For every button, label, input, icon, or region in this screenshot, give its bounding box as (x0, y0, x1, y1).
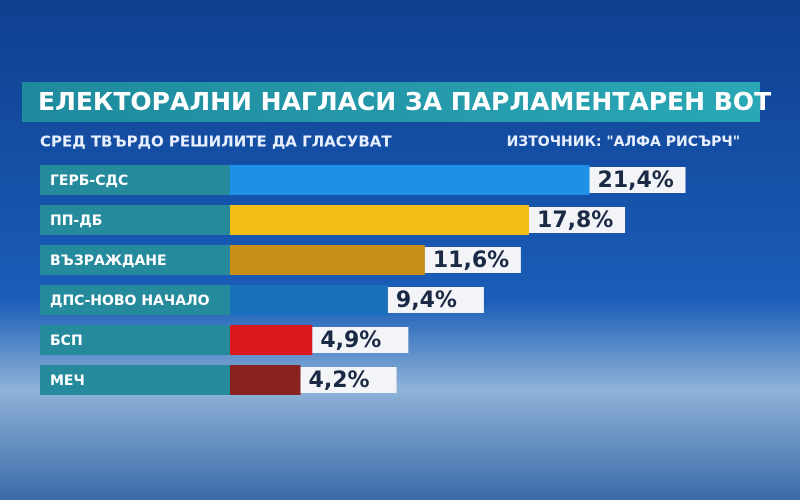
value-box (529, 207, 626, 233)
category-label: МЕЧ (50, 373, 85, 389)
title-band (22, 82, 760, 122)
bar (230, 165, 590, 195)
chart-title: ЕЛЕКТОРАЛНИ НАГЛАСИ ЗА ПАРЛАМЕНТАРЕН ВОТ (38, 87, 771, 116)
value-box (424, 247, 521, 273)
bar (230, 365, 301, 395)
category-box (40, 165, 230, 195)
value-label: 11,6% (433, 248, 509, 273)
category-box (40, 325, 230, 355)
category-label: ВЪЗРАЖДАНЕ (50, 253, 167, 269)
value-label: 17,8% (537, 208, 613, 233)
bar (230, 205, 530, 235)
category-box (40, 285, 230, 315)
category-box (40, 365, 230, 395)
subtitle: СРЕД ТВЪРДО РЕШИЛИТЕ ДА ГЛАСУВАТ (40, 133, 392, 151)
value-label: 9,4% (396, 288, 457, 313)
value-label: 4,9% (320, 328, 381, 353)
category-label: ГЕРБ-СДС (50, 173, 128, 189)
category-box (40, 205, 230, 235)
bar (230, 245, 425, 275)
value-box (300, 367, 397, 393)
category-label: БСП (50, 333, 83, 349)
value-label: 21,4% (598, 168, 674, 193)
value-box (387, 287, 484, 313)
value-box (312, 327, 409, 353)
category-label: ПП-ДБ (50, 213, 102, 229)
bar (230, 285, 388, 315)
value-label: 4,2% (309, 368, 370, 393)
source: ИЗТОЧНИК: "АЛФА РИСЪРЧ" (507, 134, 740, 150)
category-box (40, 245, 230, 275)
category-label: ДПС-НОВО НАЧАЛО (50, 293, 210, 309)
bar (230, 325, 313, 355)
value-box (589, 167, 686, 193)
